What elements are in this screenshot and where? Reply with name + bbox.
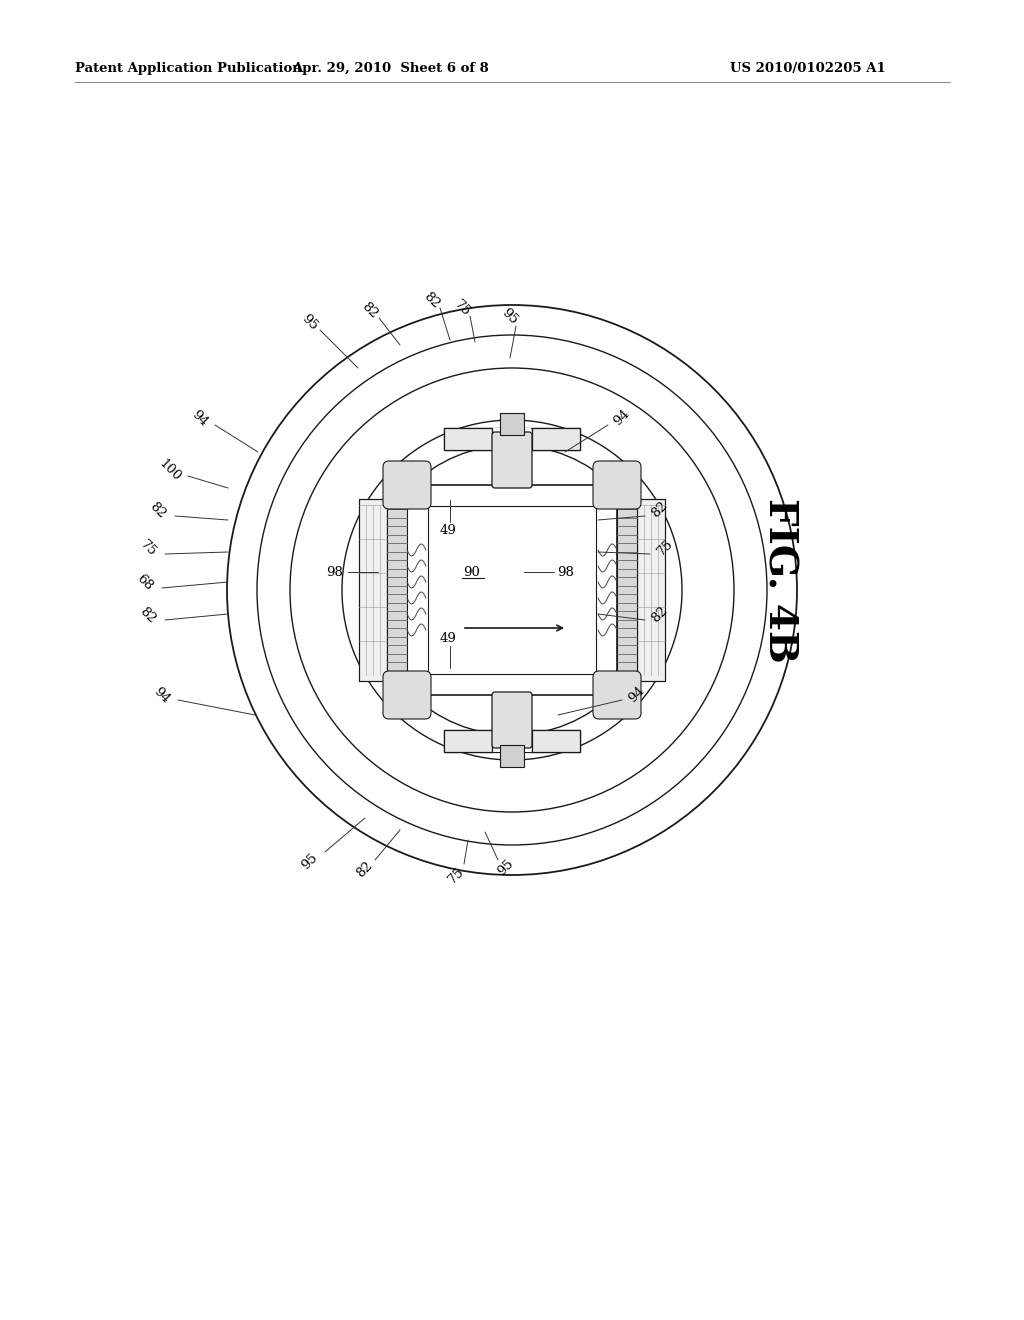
Text: 94: 94 <box>627 685 647 706</box>
Bar <box>407 484 617 696</box>
Text: 94: 94 <box>611 408 633 429</box>
Text: 82: 82 <box>422 289 442 310</box>
Text: 98: 98 <box>327 565 343 578</box>
Text: 94: 94 <box>152 685 173 706</box>
Text: Apr. 29, 2010  Sheet 6 of 8: Apr. 29, 2010 Sheet 6 of 8 <box>292 62 488 75</box>
Bar <box>500 744 524 767</box>
Text: US 2010/0102205 A1: US 2010/0102205 A1 <box>730 62 886 75</box>
FancyBboxPatch shape <box>383 461 431 510</box>
Text: 75: 75 <box>137 537 159 558</box>
Bar <box>443 730 492 752</box>
Text: 68: 68 <box>134 572 156 593</box>
Text: 82: 82 <box>147 499 169 520</box>
FancyBboxPatch shape <box>593 671 641 719</box>
Bar <box>532 730 581 752</box>
Bar <box>617 506 637 675</box>
Bar <box>359 499 387 681</box>
Bar <box>493 428 531 450</box>
Bar <box>493 730 531 752</box>
Bar <box>443 428 581 450</box>
Bar <box>387 506 407 675</box>
Text: Patent Application Publication: Patent Application Publication <box>75 62 302 75</box>
Text: 95: 95 <box>500 305 520 326</box>
Text: 95: 95 <box>496 858 516 879</box>
Bar <box>637 499 665 681</box>
Text: 100: 100 <box>157 457 183 483</box>
FancyBboxPatch shape <box>492 692 532 748</box>
Bar <box>359 499 387 681</box>
Text: 94: 94 <box>189 408 211 429</box>
Text: FIG. 4B: FIG. 4B <box>761 498 799 663</box>
Bar <box>532 428 581 450</box>
Text: 49: 49 <box>439 631 457 644</box>
Text: 95: 95 <box>299 851 321 873</box>
Text: 95: 95 <box>299 312 321 333</box>
Bar <box>637 499 665 681</box>
Text: 82: 82 <box>354 859 376 880</box>
Text: 82: 82 <box>137 605 159 626</box>
Text: 82: 82 <box>649 499 671 520</box>
Bar <box>428 506 596 675</box>
Text: 82: 82 <box>649 605 671 626</box>
Text: 75: 75 <box>445 866 467 887</box>
Text: 49: 49 <box>439 524 457 536</box>
Bar <box>443 730 581 752</box>
FancyBboxPatch shape <box>383 671 431 719</box>
Text: 90: 90 <box>464 565 480 578</box>
Text: 75: 75 <box>452 297 472 318</box>
Bar <box>500 413 524 436</box>
Text: 82: 82 <box>359 300 381 321</box>
Text: 98: 98 <box>557 565 574 578</box>
FancyBboxPatch shape <box>492 432 532 488</box>
FancyBboxPatch shape <box>593 461 641 510</box>
Bar <box>443 428 492 450</box>
Text: 75: 75 <box>654 537 676 558</box>
